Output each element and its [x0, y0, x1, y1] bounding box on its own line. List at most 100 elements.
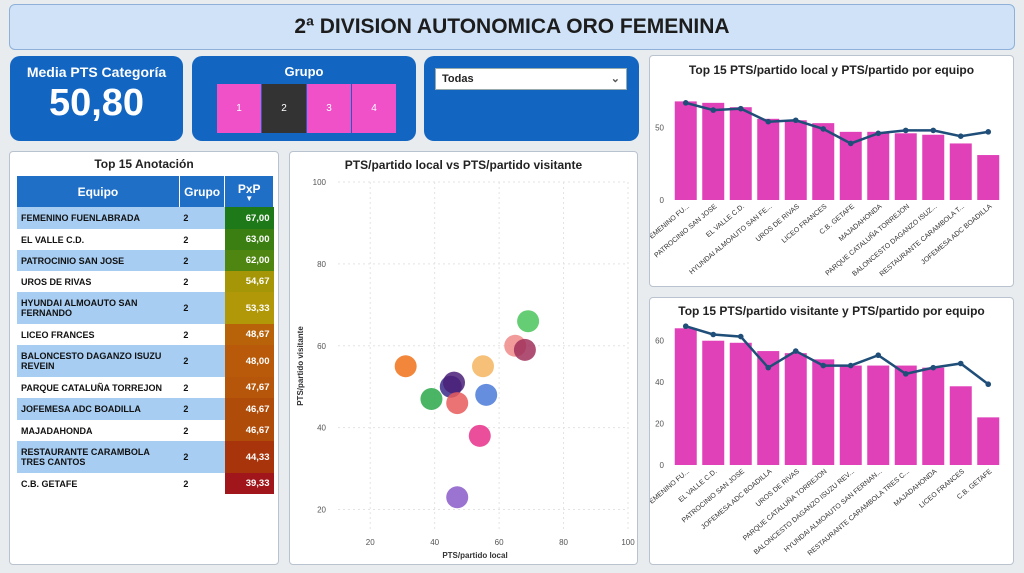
scatter-point[interactable] — [475, 383, 498, 406]
kpi-value: 50,80 — [48, 82, 145, 124]
bar[interactable] — [949, 143, 972, 200]
bar[interactable] — [674, 328, 697, 465]
bar[interactable] — [922, 367, 945, 465]
bar[interactable] — [839, 131, 862, 200]
bar[interactable] — [784, 120, 807, 200]
bar[interactable] — [949, 386, 972, 465]
table-row[interactable]: C.B. GETAFE 2 39,33 — [17, 473, 274, 494]
line-point[interactable] — [792, 348, 799, 354]
line-point[interactable] — [847, 140, 854, 147]
column-header-pxp[interactable]: PxP ▼ — [224, 176, 274, 207]
table-row[interactable]: PATROCINIO SAN JOSE 2 62,00 — [17, 250, 274, 271]
bar[interactable] — [702, 340, 725, 465]
scatter-point[interactable] — [394, 355, 417, 378]
table-row[interactable]: FEMENINO FUENLABRADA 2 67,00 — [17, 207, 274, 229]
x-tick-label: RESTAURANTE CARAMBOLA TRES C... — [807, 468, 911, 557]
line-point[interactable] — [875, 130, 882, 137]
team-filter-card: Todas ⌄ — [424, 56, 639, 141]
bar[interactable] — [977, 417, 1000, 465]
bar[interactable] — [922, 134, 945, 200]
kpi-label: Media PTS Categoría — [26, 64, 167, 80]
table-row[interactable]: RESTAURANTE CARAMBOLA TRES CANTOS 2 44,33 — [17, 441, 274, 473]
scatter-point[interactable] — [472, 355, 494, 378]
team-pxp: 47,67 — [224, 377, 274, 398]
line-point[interactable] — [957, 133, 964, 139]
bar[interactable] — [812, 123, 835, 200]
line-point[interactable] — [737, 105, 744, 112]
grupo-button-3[interactable]: 3 — [307, 84, 351, 133]
table-row[interactable]: PARQUE CATALUÑA TORREJON 2 47,67 — [17, 377, 274, 398]
line-point[interactable] — [765, 364, 772, 371]
bar[interactable] — [757, 118, 780, 200]
scatter-point[interactable] — [513, 338, 536, 361]
line-point[interactable] — [902, 127, 909, 134]
team-group: 2 — [179, 420, 225, 441]
y-tick-label: 0 — [660, 196, 665, 205]
team-name: C.B. GETAFE — [17, 473, 180, 494]
scatter-point[interactable] — [468, 424, 491, 447]
y-tick-label: 100 — [313, 178, 327, 187]
table-row[interactable]: HYUNDAI ALMOAUTO SAN FERNANDO 2 53,33 — [17, 292, 274, 324]
x-tick-label: 80 — [559, 538, 568, 547]
bar[interactable] — [674, 101, 697, 200]
scatter-point[interactable] — [443, 371, 465, 394]
bar[interactable] — [839, 365, 862, 465]
y-axis-label: PTS/partido visitante — [296, 326, 305, 406]
bar[interactable] — [812, 359, 835, 465]
scatter-point[interactable] — [420, 387, 443, 410]
bar[interactable] — [702, 102, 725, 200]
column-header-equipo[interactable]: Equipo — [17, 176, 180, 207]
line-point[interactable] — [930, 364, 937, 371]
line-point[interactable] — [985, 381, 992, 388]
line-point[interactable] — [985, 129, 992, 135]
line-point[interactable] — [710, 331, 717, 338]
bar[interactable] — [784, 353, 807, 465]
line-point[interactable] — [820, 126, 827, 132]
grupo-button-4[interactable]: 4 — [352, 84, 396, 133]
bar[interactable] — [867, 131, 890, 200]
line-point[interactable] — [710, 107, 717, 113]
sort-down-icon: ▼ — [245, 193, 254, 203]
line-point[interactable] — [957, 360, 964, 367]
team-name: MAJADAHONDA — [17, 420, 180, 441]
scatter-point[interactable] — [446, 486, 469, 509]
team-filter-dropdown[interactable]: Todas ⌄ — [435, 68, 627, 90]
bar[interactable] — [867, 365, 890, 465]
grupo-button-1[interactable]: 1 — [217, 84, 261, 133]
x-tick-label: BALONCESTO DAGANZO ISUZU REV... — [753, 468, 856, 556]
scatter-point[interactable] — [446, 392, 469, 415]
line-point[interactable] — [765, 118, 772, 125]
line-point[interactable] — [875, 352, 882, 359]
bar[interactable] — [729, 107, 752, 200]
line-point[interactable] — [902, 371, 909, 377]
line-point[interactable] — [792, 117, 799, 124]
line-point[interactable] — [737, 333, 744, 340]
line-point[interactable] — [820, 362, 827, 369]
table-row[interactable]: EL VALLE C.D. 2 63,00 — [17, 229, 274, 250]
table-row[interactable]: UROS DE RIVAS 2 54,67 — [17, 271, 274, 292]
bar[interactable] — [757, 351, 780, 465]
team-name: RESTAURANTE CARAMBOLA TRES CANTOS — [17, 441, 180, 473]
team-group: 2 — [179, 345, 225, 377]
scatter-point[interactable] — [517, 310, 540, 333]
line-point[interactable] — [930, 127, 937, 134]
x-tick-label: 20 — [366, 538, 375, 547]
table-row[interactable]: JOFEMESA ADC BOADILLA 2 46,67 — [17, 398, 274, 420]
bar[interactable] — [729, 342, 752, 465]
team-pxp: 46,67 — [224, 398, 274, 420]
team-pxp: 46,67 — [224, 420, 274, 441]
bar[interactable] — [894, 365, 917, 465]
line-point[interactable] — [847, 362, 854, 369]
team-name: JOFEMESA ADC BOADILLA — [17, 398, 180, 420]
column-header-grupo[interactable]: Grupo — [179, 176, 226, 207]
bar[interactable] — [977, 155, 1000, 200]
grupo-button-2[interactable]: 2 — [262, 84, 306, 133]
table-row[interactable]: MAJADAHONDA 2 46,67 — [17, 420, 274, 441]
team-group: 2 — [179, 441, 225, 473]
line-point[interactable] — [682, 100, 689, 106]
line-point[interactable] — [682, 323, 689, 330]
table-row[interactable]: BALONCESTO DAGANZO ISUZU REVEIN 2 48,00 — [17, 345, 274, 377]
table-row[interactable]: LICEO FRANCES 2 48,67 — [17, 324, 274, 345]
bar[interactable] — [894, 133, 917, 200]
